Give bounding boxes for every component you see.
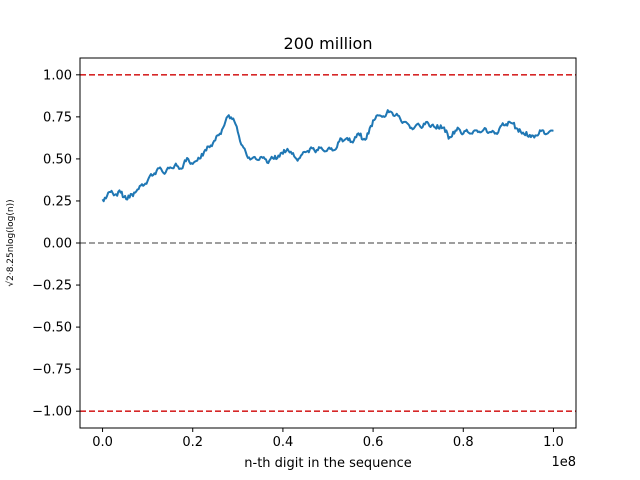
y-tick-label: 0.00 [43,237,72,252]
x-tick-label: 0.6 [363,435,384,450]
x-tick-label: 0.2 [182,435,203,450]
y-axis-label: √2·8.25nlog(log(n)) [5,199,16,286]
x-tick-label: 0.0 [92,435,113,450]
plot-area [80,74,576,412]
x-axis: 0.0 0.2 0.4 0.6 0.8 1.0 [92,428,564,450]
x-tick-label: 0.8 [453,435,474,450]
x-tick-label: 1.0 [543,435,564,450]
x-tick-label: 0.4 [273,435,294,450]
y-tick-label: −0.50 [32,321,72,336]
y-tick-label: 0.25 [43,194,72,209]
y-tick-label: −1.00 [32,405,72,420]
y-tick-label: 0.50 [43,152,72,167]
chart-title: 200 million [284,34,373,53]
y-tick-label: 0.75 [43,110,72,125]
x-axis-label: n-th digit in the sequence [244,456,411,471]
series-line-0 [101,109,554,203]
y-axis: 1.00 0.75 0.50 0.25 0.00 −0.25 −0.50 −0.75 −1.00 [32,68,80,420]
x-axis-offset-text: 1e8 [551,455,576,470]
y-tick-label: −0.25 [32,279,72,294]
y-tick-label: −0.75 [32,363,72,378]
y-tick-label: 1.00 [43,68,72,83]
